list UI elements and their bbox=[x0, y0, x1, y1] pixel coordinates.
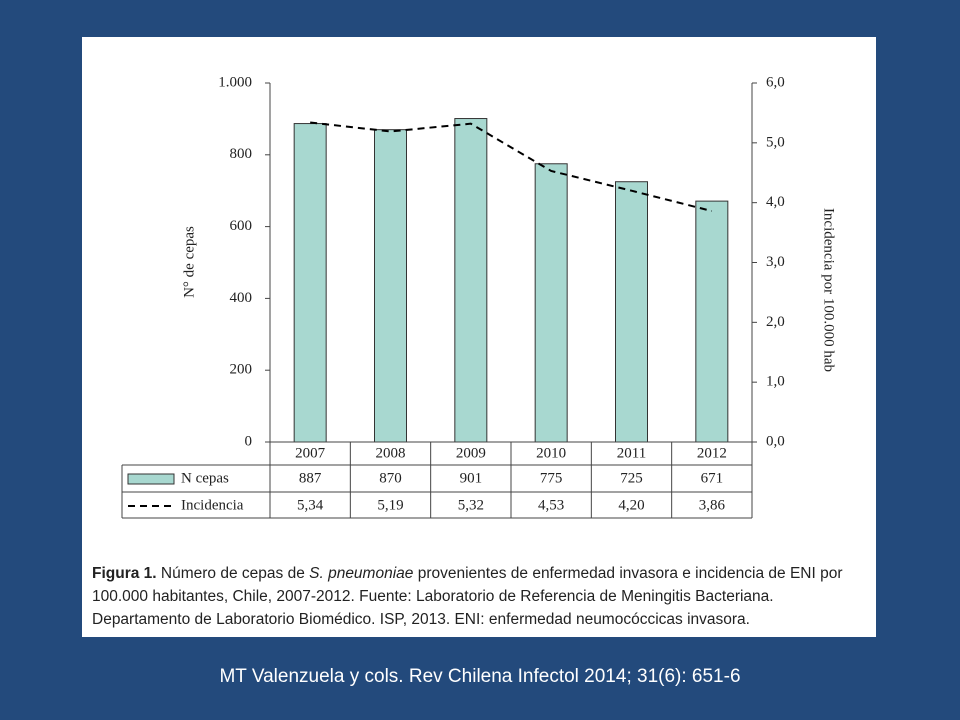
table-value: 3,86 bbox=[699, 497, 726, 513]
y2-tick-label: 2,0 bbox=[766, 314, 785, 330]
table-value: 5,32 bbox=[458, 497, 484, 513]
bar bbox=[534, 163, 568, 443]
bar bbox=[615, 181, 648, 443]
bar bbox=[695, 200, 729, 443]
legend-label: Incidencia bbox=[181, 497, 244, 513]
table-value: 4,20 bbox=[618, 497, 644, 513]
y-tick-label: 800 bbox=[230, 146, 253, 162]
x-tick-label: 2007 bbox=[295, 445, 326, 461]
citation: MT Valenzuela y cols. Rev Chilena Infect… bbox=[219, 666, 741, 687]
table-value: 725 bbox=[620, 470, 643, 486]
table-value: 887 bbox=[299, 470, 322, 486]
y2-tick-label: 6,0 bbox=[766, 74, 785, 90]
bar bbox=[293, 123, 327, 443]
y2-tick-label: 3,0 bbox=[766, 254, 785, 270]
table-value: 671 bbox=[701, 470, 724, 486]
table-value: 870 bbox=[379, 470, 402, 486]
caption: Figura 1. Número de cepas de S. pneumoni… bbox=[92, 562, 872, 631]
y2-tick-label: 0,0 bbox=[766, 433, 785, 449]
y2-tick-label: 4,0 bbox=[766, 194, 785, 210]
x-tick-label: 2010 bbox=[536, 445, 566, 461]
table-value: 901 bbox=[460, 470, 483, 486]
y2-axis-label: Incidencia por 100.000 hab bbox=[821, 208, 837, 372]
y2-tick-label: 5,0 bbox=[766, 134, 785, 150]
y-tick-label: 400 bbox=[230, 290, 253, 306]
incidence-line bbox=[310, 121, 713, 213]
legend-swatch bbox=[127, 473, 175, 485]
x-tick-label: 2011 bbox=[617, 445, 646, 461]
table-value: 4,53 bbox=[538, 497, 564, 513]
x-tick-label: 2012 bbox=[697, 445, 727, 461]
y-tick-label: 600 bbox=[230, 218, 253, 234]
table-value: 5,19 bbox=[377, 497, 403, 513]
caption-text: provenientes de enfermedad invasora e in… bbox=[92, 565, 843, 628]
bar bbox=[374, 129, 407, 443]
bar bbox=[454, 118, 488, 443]
y-tick-label: 0 bbox=[245, 433, 253, 449]
x-tick-label: 2009 bbox=[456, 445, 486, 461]
legend-label: N cepas bbox=[181, 470, 229, 486]
table-value: 775 bbox=[540, 470, 563, 486]
caption-species: S. pneumoniae bbox=[309, 565, 414, 582]
caption-text: Número de cepas de bbox=[160, 565, 310, 582]
y2-tick-label: 1,0 bbox=[766, 374, 785, 390]
y-axis-label: N° de cepas bbox=[181, 226, 197, 298]
y-tick-label: 200 bbox=[230, 362, 253, 378]
x-tick-label: 2008 bbox=[376, 445, 406, 461]
table-value: 5,34 bbox=[297, 497, 324, 513]
y-tick-label: 1.000 bbox=[218, 74, 252, 90]
caption-label: Figura 1. bbox=[92, 565, 157, 582]
